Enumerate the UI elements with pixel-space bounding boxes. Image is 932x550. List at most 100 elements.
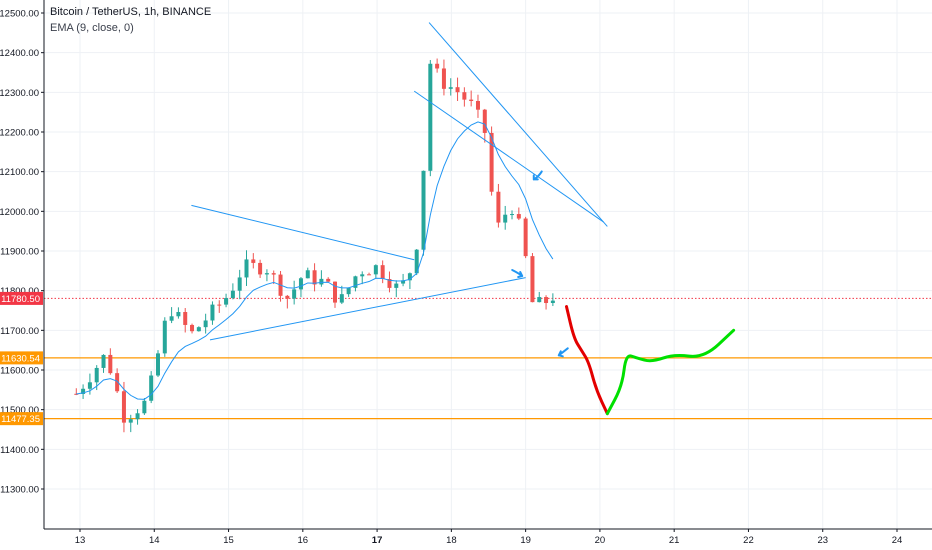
price-badge-label: 11477.35 [1,414,40,425]
price-badge-label: 11630.54 [1,353,40,364]
candle-body [244,259,249,278]
candle-body [516,214,521,219]
candle-body [312,270,317,285]
x-tick-label: 19 [520,535,531,546]
candle-body [108,354,113,374]
candle-body [176,312,181,317]
y-tick-label: 11600.00 [0,366,39,377]
candle-body [448,87,453,89]
trendline-3[interactable] [428,22,608,227]
candle-body [360,274,365,277]
price-badge-11477.35[interactable]: 11477.35 [0,412,43,426]
candle-body [482,109,487,133]
candle-body [230,290,235,299]
candle-body [401,280,406,284]
candle-body [149,375,154,401]
candle-body [387,279,392,288]
chart-title: Bitcoin / TetherUS, 1h, BINANCE [50,6,212,18]
y-tick-label: 11300.00 [0,485,39,496]
candle-body [169,316,174,321]
candle-body [319,278,324,285]
candle-body [489,132,494,192]
candle-body [421,170,426,250]
candle-body [510,214,515,216]
x-tick-label: 22 [743,535,754,546]
candle-body [326,278,331,282]
candle-body [353,276,358,288]
indicator-legend: EMA (9, close, 0) [50,22,134,34]
candle-body [94,367,99,383]
price-badge-11780.50[interactable]: 11780.50 [0,291,43,305]
candle-body [224,298,229,305]
y-tick-label: 12100.00 [0,167,39,178]
x-tick-label: 14 [149,535,160,546]
candle-body [503,214,508,223]
candle-body [142,400,147,414]
y-tick-label: 11800.00 [0,286,39,297]
x-tick-label: 20 [595,535,606,546]
price-badge-11630.54[interactable]: 11630.54 [0,351,43,365]
candle-body [523,218,528,257]
candle-body [298,278,303,290]
candle-body [128,419,133,423]
candle-body [435,63,440,69]
candle-body [380,265,385,280]
candle-body [121,391,126,423]
candle-body [475,100,480,110]
candle-body [155,353,160,376]
candles [74,58,555,433]
candle-body [162,320,167,354]
y-tick-label: 12300.00 [0,88,39,99]
y-tick-label: 12000.00 [0,207,39,218]
drawings[interactable] [191,22,736,416]
candle-body [115,373,120,392]
price-badge-bg [0,412,43,426]
x-tick-label: 15 [223,535,234,546]
candle-body [346,287,351,295]
price-badge-label: 11780.50 [1,294,40,305]
candle-body [74,393,79,395]
price-badge-bg [0,351,43,365]
y-tick-label: 11700.00 [0,326,39,337]
arrow-left-icon[interactable] [557,347,569,358]
arrow-down-left-icon[interactable] [532,170,543,181]
candle-body [264,273,269,275]
scenario-up-path[interactable] [605,328,736,416]
candle-body [87,382,92,389]
candle-body [190,324,195,332]
candle-body [135,413,140,420]
trendline-2[interactable] [209,277,526,341]
x-tick-label: 23 [817,535,828,546]
candle-body [537,297,542,303]
candle-body [237,277,242,291]
candle-body [292,289,297,299]
candle-body [414,249,419,274]
x-tick-label: 13 [75,535,86,546]
candle-body [183,312,188,325]
x-tick-label: 21 [669,535,680,546]
scenario-down-path[interactable] [564,305,609,416]
y-tick-label: 12500.00 [0,9,39,20]
arrow-shape [532,170,543,181]
grid [44,0,932,529]
candle-body [339,294,344,303]
ema-line [76,121,554,400]
y-tick-label: 12200.00 [0,128,39,139]
arrow-shape [511,269,524,279]
candle-body [81,388,86,394]
arrow-right-icon[interactable] [511,269,524,279]
price-badge-bg [0,291,43,305]
candle-body [550,300,555,304]
candle-body [462,92,467,100]
candle-body [428,63,433,171]
horizontal-levels [44,297,932,420]
trendline-4[interactable] [413,90,604,223]
ema-layer [76,121,554,400]
candle-body [394,283,399,288]
arrow-shape [557,347,569,358]
trendline-1[interactable] [191,204,415,261]
candle-body [496,191,501,223]
